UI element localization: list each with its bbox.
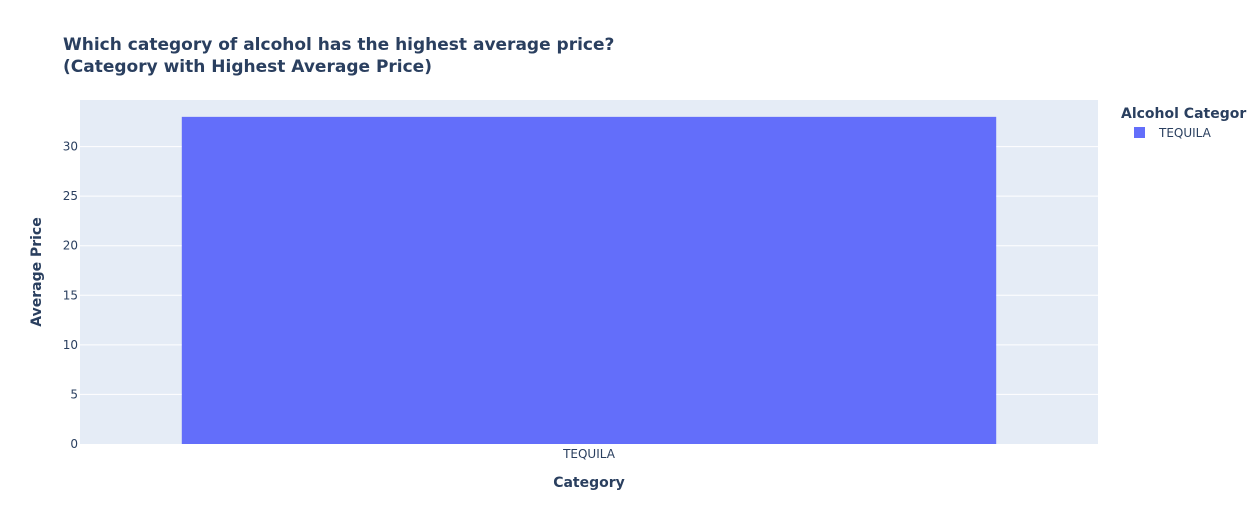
chart-title: Which category of alcohol has the highes… bbox=[63, 35, 614, 55]
y-axis-title: Average Price bbox=[29, 217, 45, 326]
legend-item-tequila[interactable]: TEQUILA bbox=[1134, 126, 1212, 140]
bars bbox=[181, 116, 997, 444]
legend: Alcohol Categor TEQUILA bbox=[1121, 106, 1246, 140]
x-tick-label: TEQUILA bbox=[562, 447, 616, 461]
y-axis-ticks: 0 5 10 15 20 25 30 bbox=[63, 140, 78, 451]
legend-swatch bbox=[1134, 127, 1145, 138]
y-tick-label: 30 bbox=[63, 140, 78, 154]
legend-label: TEQUILA bbox=[1158, 126, 1212, 140]
x-axis-title: Category bbox=[553, 475, 625, 491]
y-tick-label: 5 bbox=[70, 387, 78, 401]
y-tick-label: 20 bbox=[63, 239, 78, 253]
x-axis-ticks: TEQUILA bbox=[562, 447, 616, 461]
y-tick-label: 15 bbox=[63, 288, 78, 302]
y-tick-label: 10 bbox=[63, 338, 78, 352]
bar-tequila[interactable] bbox=[181, 116, 997, 444]
chart-subtitle: (Category with Highest Average Price) bbox=[63, 57, 432, 77]
legend-title: Alcohol Categor bbox=[1121, 106, 1246, 122]
y-tick-label: 25 bbox=[63, 189, 78, 203]
y-tick-label: 0 bbox=[70, 437, 78, 451]
